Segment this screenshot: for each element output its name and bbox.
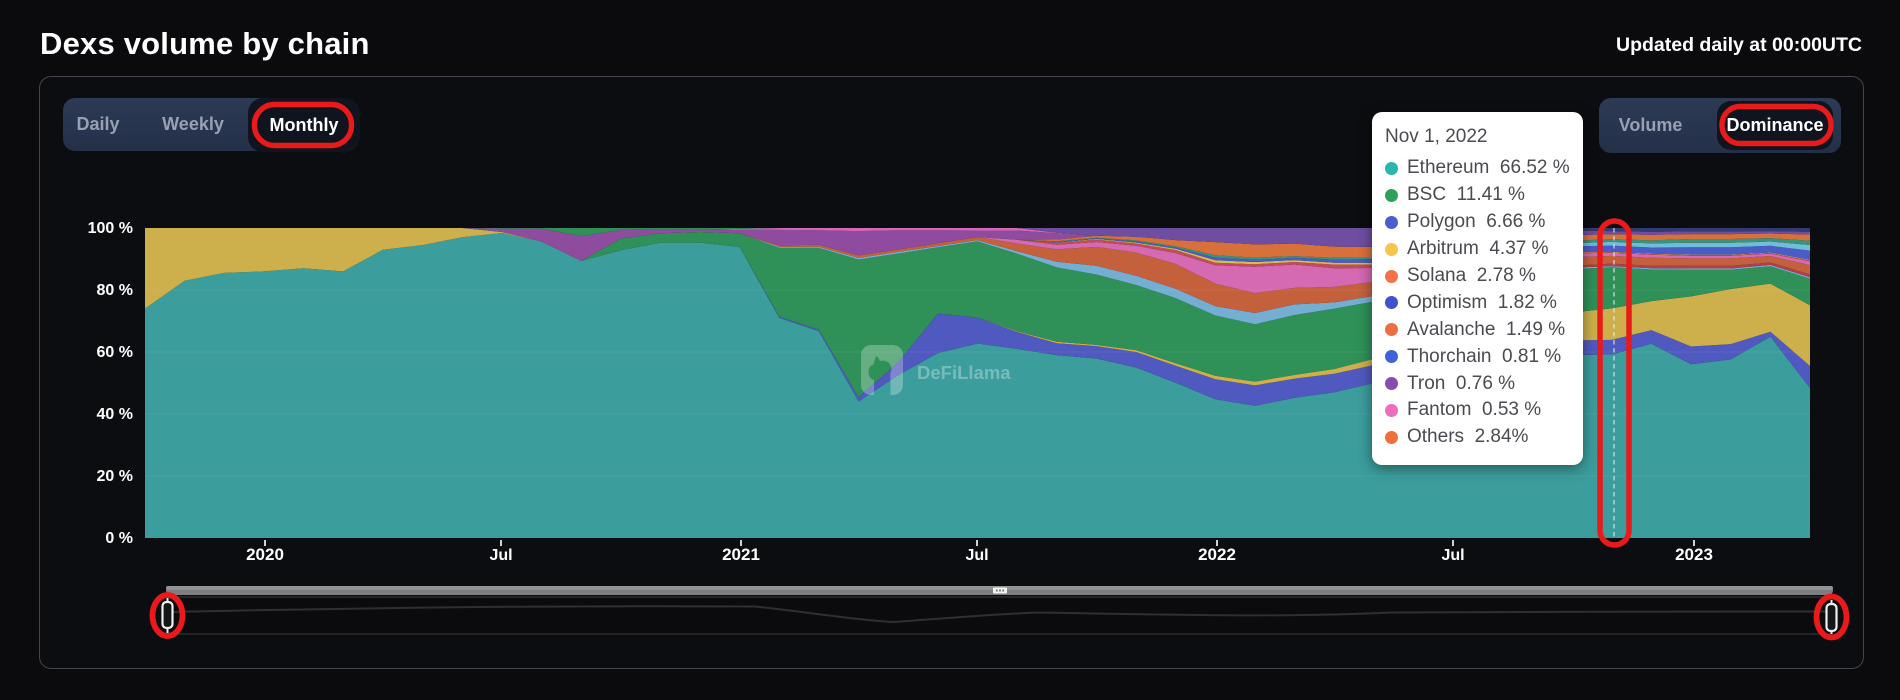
svg-text:DeFiLlama: DeFiLlama	[917, 362, 1011, 383]
svg-text:2023: 2023	[1675, 545, 1713, 564]
svg-text:Jul: Jul	[965, 547, 988, 564]
svg-text:20 %: 20 %	[97, 468, 133, 485]
svg-text:Jul: Jul	[1441, 547, 1464, 564]
svg-text:40 %: 40 %	[97, 406, 133, 423]
svg-text:80 %: 80 %	[97, 282, 133, 299]
svg-text:0 %: 0 %	[105, 530, 133, 547]
svg-text:60 %: 60 %	[97, 344, 133, 361]
svg-text:100 %: 100 %	[88, 220, 133, 237]
svg-text:2022: 2022	[1198, 545, 1236, 564]
svg-text:Jul: Jul	[489, 547, 512, 564]
svg-text:2020: 2020	[246, 545, 284, 564]
svg-text:2021: 2021	[722, 545, 760, 564]
